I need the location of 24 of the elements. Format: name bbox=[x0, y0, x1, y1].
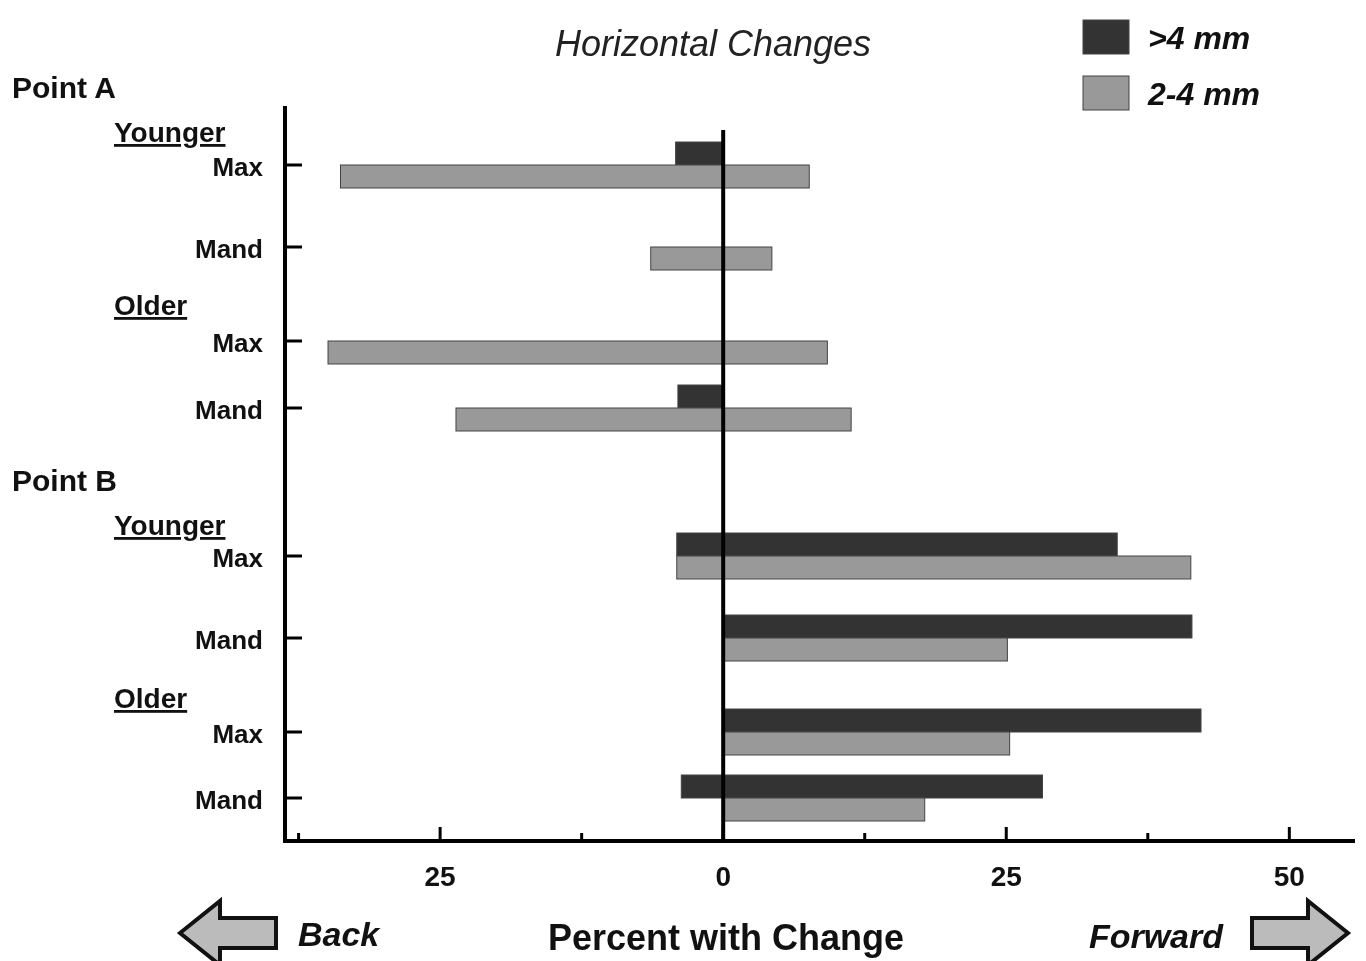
y-tick-label: Mand bbox=[195, 234, 263, 264]
y-tick-label: Max bbox=[212, 543, 264, 573]
x-tick-label: 0 bbox=[715, 861, 731, 892]
text: Older bbox=[114, 683, 188, 714]
text: Point A bbox=[12, 71, 116, 104]
x-tick-label: 25 bbox=[990, 861, 1022, 892]
x-tick-label: 50 bbox=[1273, 861, 1305, 892]
chart-title: Horizontal Changes bbox=[554, 23, 872, 64]
text: Older bbox=[114, 290, 188, 321]
y-tick-label: Mand bbox=[195, 625, 263, 655]
y-tick-label: Mand bbox=[195, 785, 263, 815]
text: Back bbox=[298, 915, 382, 953]
y-tick-label: Max bbox=[212, 719, 264, 749]
text: Point B bbox=[12, 464, 117, 497]
text: Younger bbox=[114, 510, 226, 541]
y-tick-label: Max bbox=[212, 328, 264, 358]
y-tick-label: Max bbox=[212, 152, 264, 182]
legend-label: 2-4 mm bbox=[1147, 76, 1261, 112]
legend-label: >4 mm bbox=[1148, 20, 1251, 56]
y-tick-label: Mand bbox=[195, 395, 263, 425]
text: Younger bbox=[114, 117, 226, 148]
text: Forward bbox=[1088, 917, 1225, 955]
x-axis-title: Percent with Change bbox=[547, 917, 905, 958]
x-tick-label: 25 bbox=[424, 861, 456, 892]
